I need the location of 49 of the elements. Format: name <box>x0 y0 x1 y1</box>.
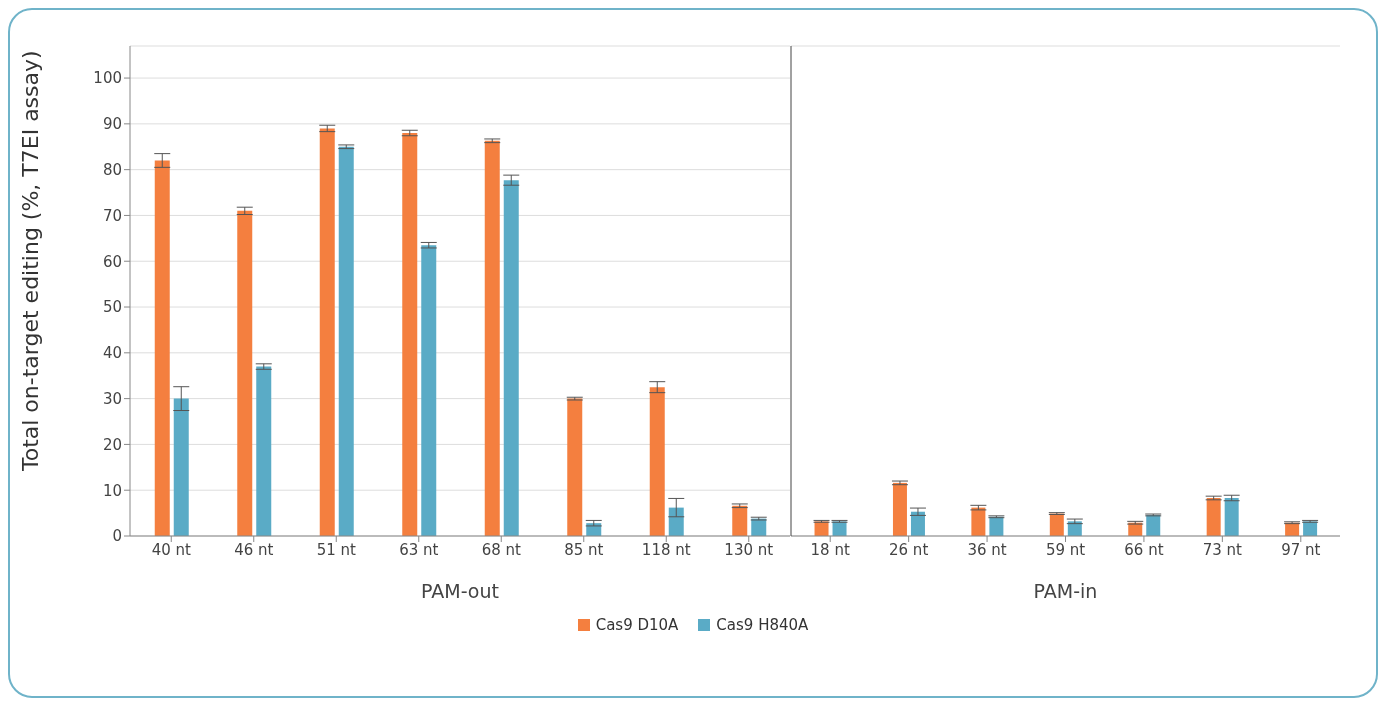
x-tick-label: 73 nt <box>1202 540 1243 559</box>
x-tick-label: 46 nt <box>234 540 274 559</box>
bar <box>1206 497 1221 536</box>
x-tick-label: 40 nt <box>151 540 191 559</box>
x-tick-label: 59 nt <box>1045 540 1086 559</box>
y-tick-label: 70 <box>102 206 122 225</box>
x-tick-label: 63 nt <box>399 540 439 559</box>
bar <box>421 245 437 536</box>
x-tick-label: 130 nt <box>724 540 774 559</box>
x-tick-label: 66 nt <box>1124 540 1164 559</box>
rounded-frame: 40 nt 46 nt 51 nt 63 nt 68 nt 85 nt 118 nt 130 nt PAM-out 0 10 20 30 40 50 60 70 80 90 100 Total on-target editing (%, T7EI assay) 18 nt 26 nt 36 nt 59 nt 66 nt 73 nt 97 nt PAM-in Cas9 D10A Cas9 H840A <box>8 8 1378 698</box>
y-tick-label: 90 <box>102 115 122 134</box>
y-tick-label: 10 <box>102 481 122 500</box>
y-tick-label: 100 <box>93 69 122 88</box>
bar <box>173 398 189 536</box>
y-axis-title: Total on-target editing (%, T7EI assay) <box>17 50 43 472</box>
y-tick-label: 30 <box>102 389 122 408</box>
bar <box>154 160 170 536</box>
y-tick-label: 80 <box>102 160 122 179</box>
x-tick-label: 18 nt <box>810 540 850 559</box>
x-tick-label: 118 nt <box>641 540 691 559</box>
y-tick-label: 20 <box>102 435 122 454</box>
bar <box>668 507 684 536</box>
bar <box>892 482 907 536</box>
bar <box>256 366 272 536</box>
x-axis-title: PAM-out <box>421 580 499 602</box>
bar <box>732 505 748 536</box>
bar <box>503 180 519 536</box>
legend-label: Cas9 D10A <box>594 616 679 634</box>
y-tick-label: 60 <box>102 252 122 271</box>
x-tick-label: 97 nt <box>1281 540 1321 559</box>
y-tick-label: 0 <box>112 527 122 546</box>
bar <box>484 140 500 536</box>
bar <box>567 398 583 536</box>
y-tick-label: 50 <box>102 298 122 317</box>
y-tick-label: 40 <box>102 344 122 363</box>
x-tick-label: 85 nt <box>564 540 604 559</box>
bar <box>1224 497 1239 536</box>
x-tick-label: 51 nt <box>316 540 356 559</box>
bar <box>237 210 253 536</box>
x-axis-title: PAM-in <box>1033 580 1098 602</box>
bar <box>402 133 418 536</box>
x-tick-label: 26 nt <box>889 540 929 559</box>
bar <box>649 387 665 536</box>
x-tick-label: 36 nt <box>967 540 1007 559</box>
x-tick-label: 68 nt <box>481 540 521 559</box>
bar <box>338 146 354 536</box>
bar <box>319 128 335 536</box>
legend-label: Cas9 H840A <box>715 616 809 634</box>
